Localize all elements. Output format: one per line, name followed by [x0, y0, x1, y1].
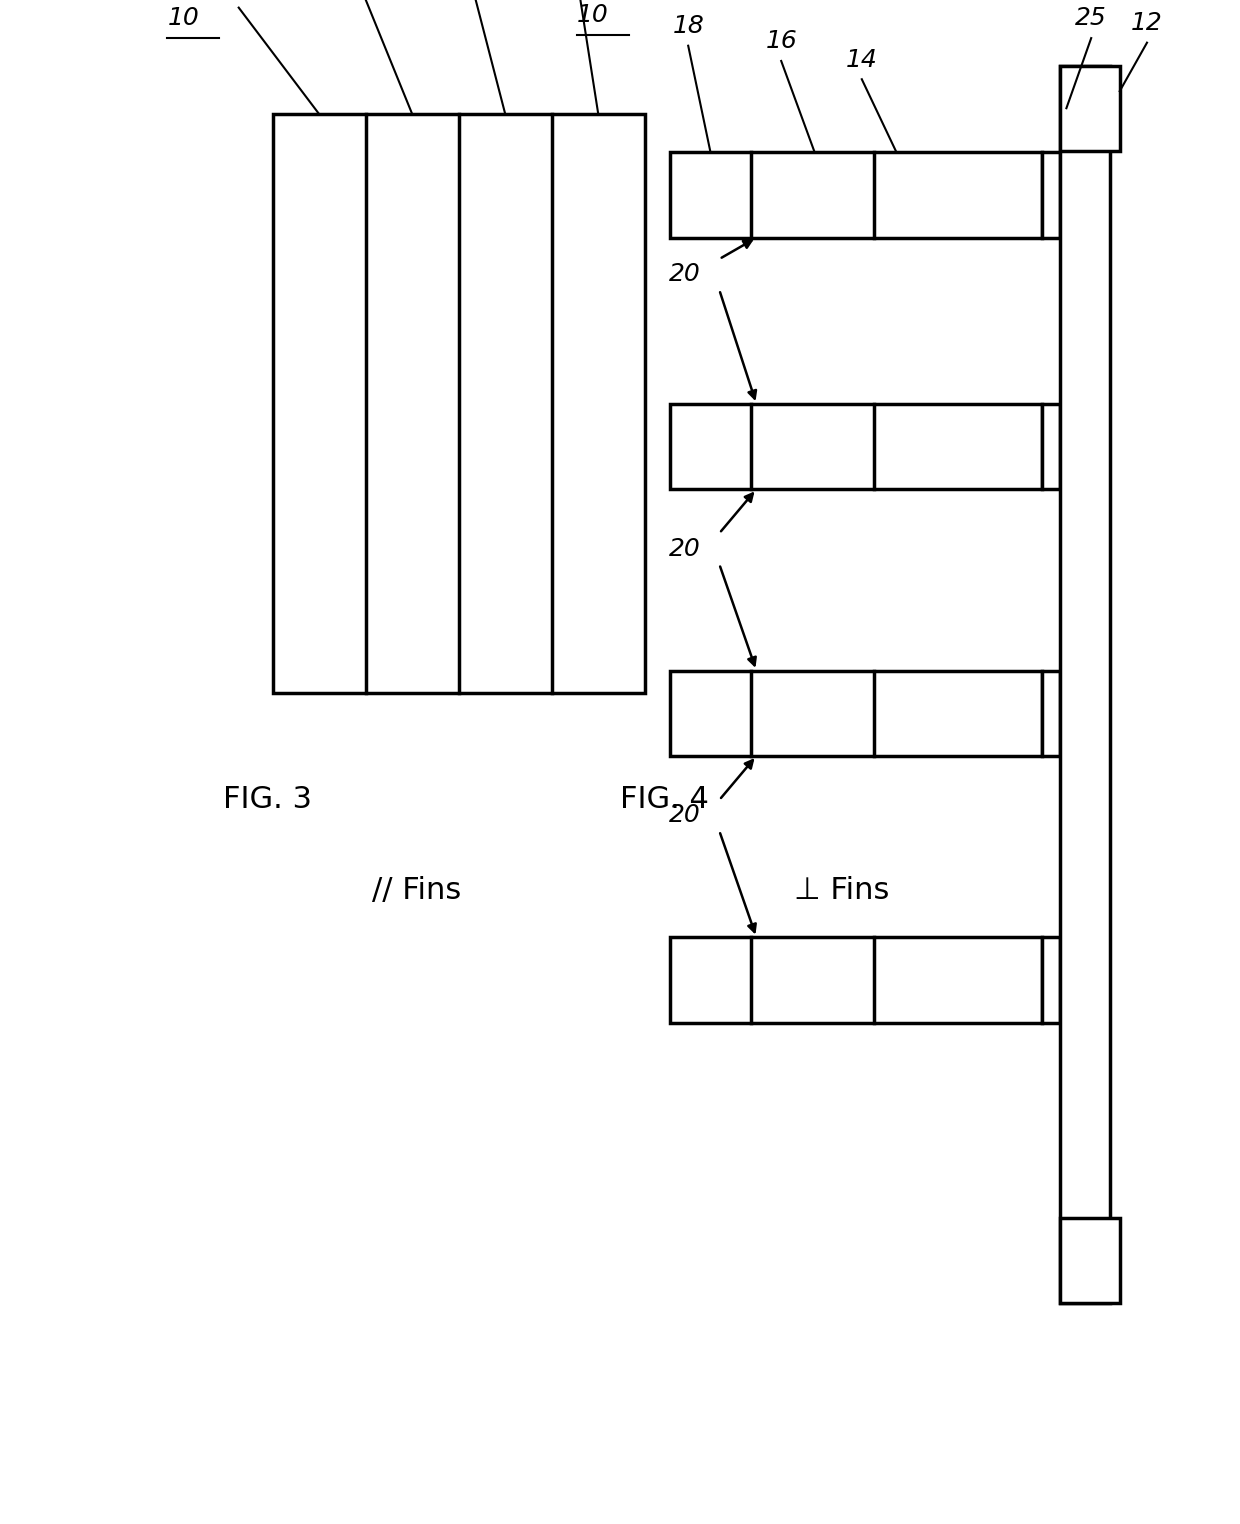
Text: ⊥ Fins: ⊥ Fins — [794, 876, 889, 905]
Bar — [1042, 152, 1060, 238]
Text: // Fins: // Fins — [372, 876, 461, 905]
Text: 12: 12 — [1131, 11, 1163, 35]
Text: 18: 18 — [672, 14, 704, 38]
Bar — [1060, 1218, 1120, 1303]
Bar — [1042, 404, 1060, 489]
Bar — [1042, 671, 1060, 756]
Text: 10: 10 — [577, 3, 609, 27]
Bar — [670, 937, 1042, 1023]
Bar — [670, 404, 1042, 489]
Bar — [1060, 66, 1120, 151]
Text: FIG. 3: FIG. 3 — [223, 785, 312, 814]
Bar — [670, 152, 1042, 238]
Bar — [1042, 937, 1060, 1023]
Bar — [1060, 66, 1110, 1303]
Text: 25: 25 — [1075, 6, 1107, 30]
Text: 16: 16 — [765, 29, 797, 53]
Text: FIG. 4: FIG. 4 — [620, 785, 709, 814]
Bar — [273, 114, 645, 693]
Text: 14: 14 — [846, 47, 878, 72]
Bar — [670, 671, 1042, 756]
Text: 20: 20 — [668, 262, 701, 287]
Text: 20: 20 — [668, 803, 701, 828]
Text: 10: 10 — [167, 6, 200, 30]
Text: 20: 20 — [668, 536, 701, 561]
